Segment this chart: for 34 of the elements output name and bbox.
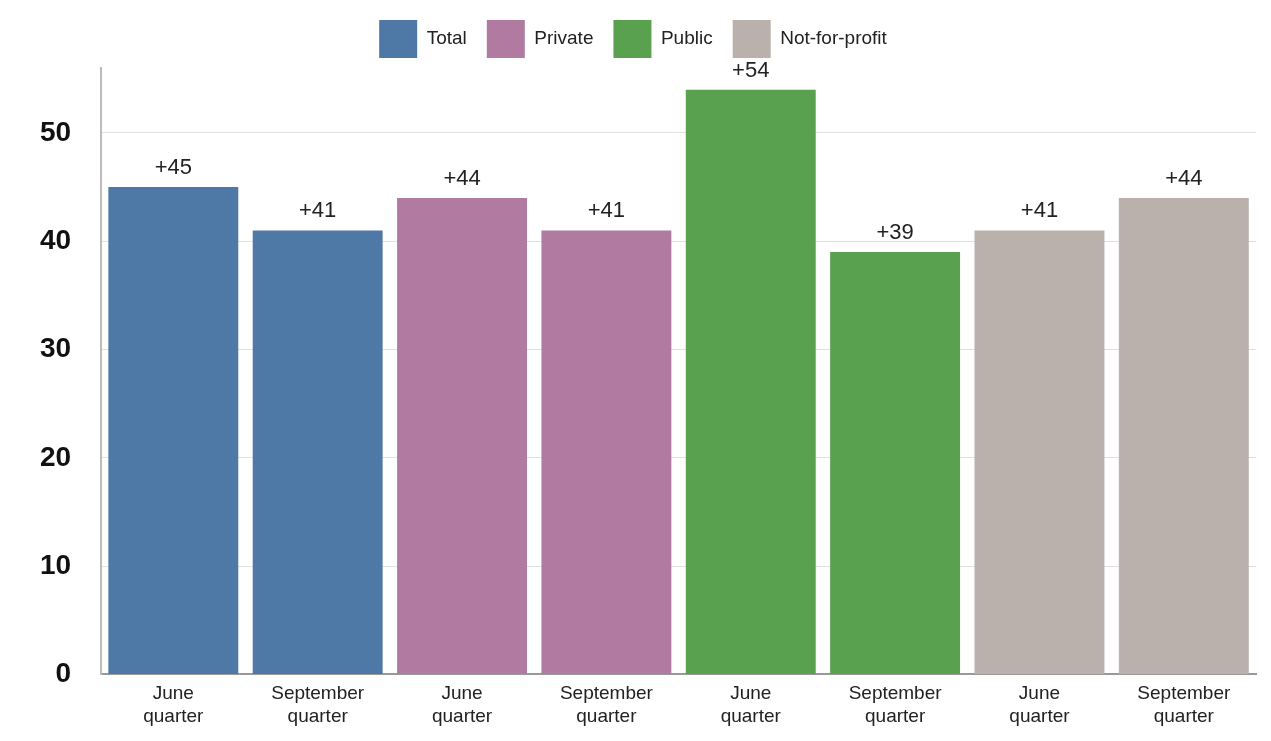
text: +39 xyxy=(876,219,914,245)
x-tick-label: September quarter xyxy=(559,682,654,726)
text: +44 xyxy=(443,165,481,191)
bar xyxy=(1118,197,1249,674)
y-tick-label: 30 xyxy=(39,332,72,364)
y-tick-label: 20 xyxy=(39,440,72,472)
text: +54 xyxy=(732,56,770,82)
bar xyxy=(685,89,816,674)
text: +44 xyxy=(1165,165,1203,191)
y-tick-label: 10 xyxy=(39,548,72,580)
x-tick-label: June quarter xyxy=(1009,682,1071,726)
text: +41 xyxy=(299,197,337,223)
legend-label: Total xyxy=(426,27,467,49)
text: +41 xyxy=(587,197,626,223)
legend-label: Not-for-profit xyxy=(780,27,888,49)
legend-label: Private xyxy=(534,27,594,49)
bar xyxy=(397,197,527,674)
x-tick-label: June quarter xyxy=(720,682,782,726)
x-tick-label: September quarter xyxy=(848,682,943,726)
x-tick-label: June quarter xyxy=(431,682,493,726)
text: +41 xyxy=(1020,197,1059,223)
bar xyxy=(541,230,672,674)
x-tick-label: September quarter xyxy=(271,682,365,726)
legend-label: Public xyxy=(660,27,713,49)
x-tick-label: June quarter xyxy=(143,682,205,726)
bar xyxy=(252,230,383,674)
text: +45 xyxy=(154,154,192,180)
x-tick-label: September quarter xyxy=(1137,682,1231,726)
y-tick-label: 40 xyxy=(39,223,72,255)
y-tick-label: 50 xyxy=(39,115,72,147)
y-tick-label: 0 xyxy=(55,657,72,689)
bar xyxy=(830,252,961,674)
bar xyxy=(974,230,1105,674)
bar xyxy=(108,187,239,674)
